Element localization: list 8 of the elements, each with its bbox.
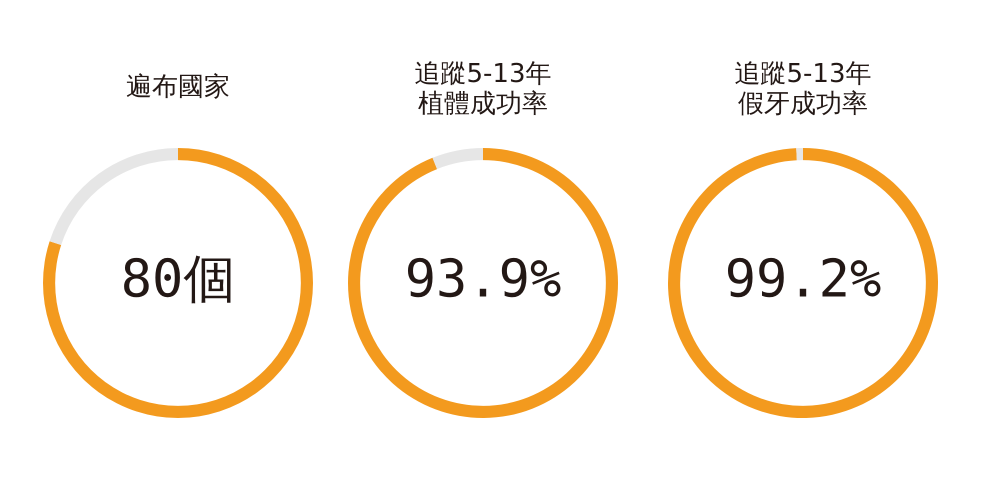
text: 99.2% (724, 250, 882, 310)
chart-title: 追蹤5-13年 (734, 58, 872, 89)
chart-subtitle: 假牙成功率 (738, 88, 868, 119)
text: 80個 (120, 250, 236, 310)
chart-title: 追蹤5-13年 (414, 58, 552, 89)
chart-subtitle: 植體成功率 (418, 88, 548, 119)
text: 93.9% (404, 250, 562, 310)
chart-title: 遍布國家 (126, 72, 230, 102)
